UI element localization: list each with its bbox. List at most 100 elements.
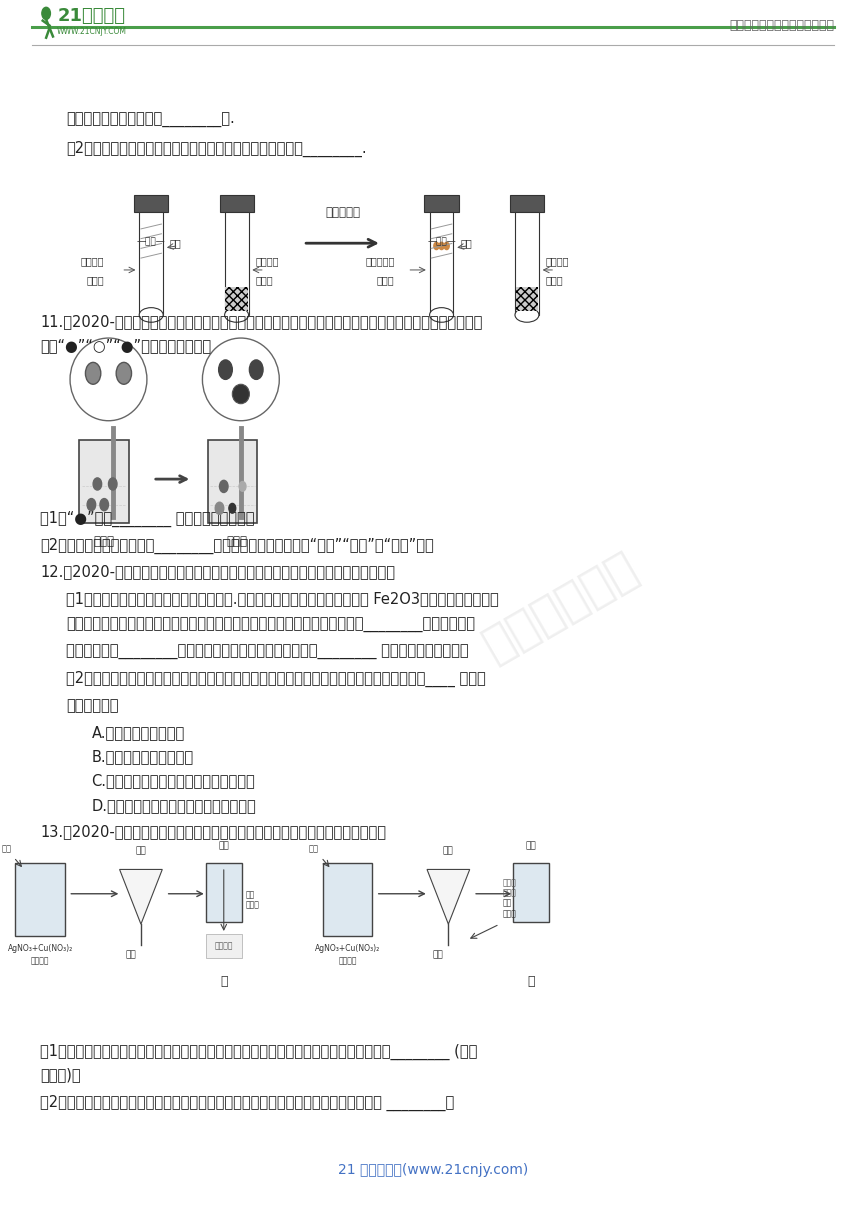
Text: D.反应后溶液中可能含有硝酸銀和硝酸铜: D.反应后溶液中可能含有硝酸銀和硝酸铜 — [91, 798, 256, 812]
Text: 加入
稀盐酸: 加入 稀盐酸 — [502, 899, 516, 918]
Circle shape — [93, 478, 101, 490]
Circle shape — [108, 478, 117, 490]
Text: 乙: 乙 — [527, 975, 535, 987]
Bar — [515, 212, 539, 315]
Text: 先进教学资料: 先进教学资料 — [476, 546, 646, 670]
Text: 过滤: 过滤 — [443, 846, 454, 856]
Circle shape — [218, 360, 232, 379]
Text: —空气—: —空气— — [137, 237, 166, 247]
FancyBboxPatch shape — [206, 863, 242, 922]
FancyBboxPatch shape — [15, 863, 64, 936]
Text: 混合溶液: 混合溶液 — [338, 956, 357, 966]
Text: （2）根据如图所示实验现象，可以得出铁生锈的条件之一是________.: （2）根据如图所示实验现象，可以得出铁生锈的条件之一是________. — [65, 141, 366, 157]
Text: 氧，这说明一氧化碳具有________性.: 氧，这说明一氧化碳具有________性. — [65, 113, 235, 128]
Bar — [430, 212, 453, 315]
Text: 干燥剂: 干燥剂 — [255, 275, 273, 285]
Circle shape — [439, 242, 444, 249]
Text: 白色沉淠: 白色沉淠 — [214, 941, 233, 951]
Text: AgNO₃+Cu(NO₃)₂: AgNO₃+Cu(NO₃)₂ — [8, 944, 73, 953]
Ellipse shape — [224, 308, 249, 322]
Text: 表面光亮: 表面光亮 — [546, 257, 569, 266]
Circle shape — [85, 362, 101, 384]
Text: 表面光亮: 表面光亮 — [255, 257, 279, 266]
Text: 反应前: 反应前 — [94, 535, 114, 547]
Text: AgNO₃+Cu(NO₃)₂: AgNO₃+Cu(NO₃)₂ — [315, 944, 380, 953]
Text: 产生无
色气体: 产生无 色气体 — [502, 878, 516, 897]
Text: 铁粉: 铁粉 — [309, 844, 318, 854]
Text: WWW.21CNjY.COM: WWW.21CNjY.COM — [58, 27, 127, 36]
FancyBboxPatch shape — [513, 863, 550, 922]
Ellipse shape — [515, 308, 539, 322]
Text: 12.（2020-江干模拟）铁及其化合物在生活生产中有重要的应用，请回答下列问题：: 12.（2020-江干模拟）铁及其化合物在生活生产中有重要的应用，请回答下列问题… — [40, 564, 395, 579]
Text: （2）把铁粉和铜粉的混合物放入硝酸銀溶液中，反应结束后有固体剩余。下列说法正确的是____ （填写: （2）把铁粉和铜粉的混合物放入硝酸銀溶液中，反应结束后有固体剩余。下列说法正确的… — [65, 671, 486, 687]
Bar — [219, 195, 254, 212]
Text: 滤液: 滤液 — [218, 841, 229, 851]
FancyBboxPatch shape — [322, 863, 372, 936]
Ellipse shape — [139, 308, 163, 322]
Text: （1）已知铁能与氯化铁反应生成氯化亚铁.将生锈的铁钉（铁锈的主要成分是 Fe2O3）放入盐酸中，反应: （1）已知铁能与氯化铁反应生成氯化亚铁.将生锈的铁钉（铁锈的主要成分是 Fe2O… — [65, 591, 499, 606]
Text: 21 世纪教育网(www.21cnjy.com): 21 世纪教育网(www.21cnjy.com) — [338, 1162, 528, 1177]
Circle shape — [116, 362, 132, 384]
Circle shape — [433, 242, 439, 249]
Text: 表面光亮: 表面光亮 — [81, 257, 104, 266]
Text: 过滤: 过滤 — [136, 846, 146, 856]
Bar — [134, 195, 169, 212]
Ellipse shape — [202, 338, 280, 421]
Text: 干燥剂: 干燥剂 — [546, 275, 563, 285]
Text: 其中“●”“○”“●”表示不同的离子。: 其中“●”“○”“●”表示不同的离子。 — [40, 338, 212, 353]
Text: —空气—: —空气— — [427, 237, 456, 247]
Text: 反应后: 反应后 — [226, 535, 247, 547]
Text: 滤液: 滤液 — [525, 841, 537, 851]
Text: 铁丝: 铁丝 — [460, 238, 472, 248]
Text: 13.（2020-台州模拟）小毛在探究金属化学性质时，做了如图甲、乙的两次实验。: 13.（2020-台州模拟）小毛在探究金属化学性质时，做了如图甲、乙的两次实验。 — [40, 824, 386, 839]
Bar — [516, 287, 538, 311]
Text: C.反应后溶液中一定有硝酸亚铁和硝酸铜: C.反应后溶液中一定有硝酸亚铁和硝酸铜 — [91, 773, 255, 788]
Circle shape — [42, 7, 51, 19]
Circle shape — [229, 503, 236, 513]
Text: 加入
稀盐酸: 加入 稀盐酸 — [246, 890, 260, 910]
Text: 一段时间后: 一段时间后 — [325, 206, 360, 219]
Text: 滤渣: 滤渣 — [126, 950, 136, 959]
Bar — [225, 287, 248, 311]
Ellipse shape — [70, 338, 147, 421]
Text: 子符号)；: 子符号)； — [40, 1068, 81, 1082]
Circle shape — [219, 480, 228, 492]
Ellipse shape — [430, 308, 453, 322]
Bar — [510, 195, 544, 212]
Bar — [224, 212, 249, 315]
Text: 甲: 甲 — [220, 975, 228, 987]
Text: 铁丝: 铁丝 — [170, 238, 181, 248]
Text: B.剩余固体肯定是銀和铜: B.剩余固体肯定是銀和铜 — [91, 749, 194, 764]
Text: 滤渣: 滤渣 — [433, 950, 444, 959]
Text: 铁粉: 铁粉 — [1, 844, 11, 854]
Text: （2）图乙是向滤渣中加入稀盐酸，观察到有无色气体产生。滤液中含有溶质的化学式为 ________。: （2）图乙是向滤渣中加入稀盐酸，观察到有无色气体产生。滤液中含有溶质的化学式为 … — [40, 1094, 454, 1110]
Text: 基本反应中的________，反应结束后溶液中的金属阳离子是________ （用化学符号表示）。: 基本反应中的________，反应结束后溶液中的金属阳离子是________ （… — [65, 644, 469, 659]
FancyBboxPatch shape — [206, 934, 242, 958]
Text: 中小学教育资源及组卷应用平台: 中小学教育资源及组卷应用平台 — [729, 19, 834, 32]
Text: （1）“●”表示________ （填写离子符号）。: （1）“●”表示________ （填写离子符号）。 — [40, 511, 255, 527]
Circle shape — [87, 499, 95, 511]
Text: 混合溶液: 混合溶液 — [31, 956, 49, 966]
Text: （2）反应后所得溶液的质量________反应前溶液的质量（选填“大于”“小于”或“等于”）。: （2）反应后所得溶液的质量________反应前溶液的质量（选填“大于”“小于”… — [40, 537, 434, 553]
Bar — [425, 195, 458, 212]
Text: （1）图甲是向滤液中加入稀盐酸，观察到有白色沉淠产生，滤液中一定含有的金属离子为________ (填离: （1）图甲是向滤液中加入稀盐酸，观察到有白色沉淠产生，滤液中一定含有的金属离子为… — [40, 1043, 477, 1059]
Bar — [139, 212, 163, 315]
Text: 表面有锈边: 表面有锈边 — [366, 257, 395, 266]
Circle shape — [444, 242, 449, 249]
Ellipse shape — [232, 384, 249, 404]
Text: 字母序号）。: 字母序号）。 — [65, 698, 119, 713]
Polygon shape — [427, 869, 470, 924]
Text: 11.（2020-余杭模拟）在硫酸铜溶液中插入一根铁棒一段时间，反应前后溶液中存在的离子种类如图所示，: 11.（2020-余杭模拟）在硫酸铜溶液中插入一根铁棒一段时间，反应前后溶液中存… — [40, 314, 482, 328]
Polygon shape — [120, 869, 163, 924]
Circle shape — [239, 482, 246, 491]
Circle shape — [215, 502, 224, 514]
Circle shape — [249, 360, 263, 379]
Text: 21世纪教育: 21世纪教育 — [58, 7, 126, 24]
Bar — [79, 440, 129, 523]
Text: A.剩余固体肯定含有銀: A.剩余固体肯定含有銀 — [91, 725, 185, 739]
Text: 湿棉花: 湿棉花 — [377, 275, 395, 285]
Bar — [207, 440, 257, 523]
Text: 湿棉花: 湿棉花 — [87, 275, 104, 285]
Circle shape — [100, 499, 108, 511]
Text: 一会后，看到有气泡冒出，充分反应后有铁剩余，写出产生气泡的化学方程式________，该反应属于: 一会后，看到有气泡冒出，充分反应后有铁剩余，写出产生气泡的化学方程式______… — [65, 618, 475, 632]
